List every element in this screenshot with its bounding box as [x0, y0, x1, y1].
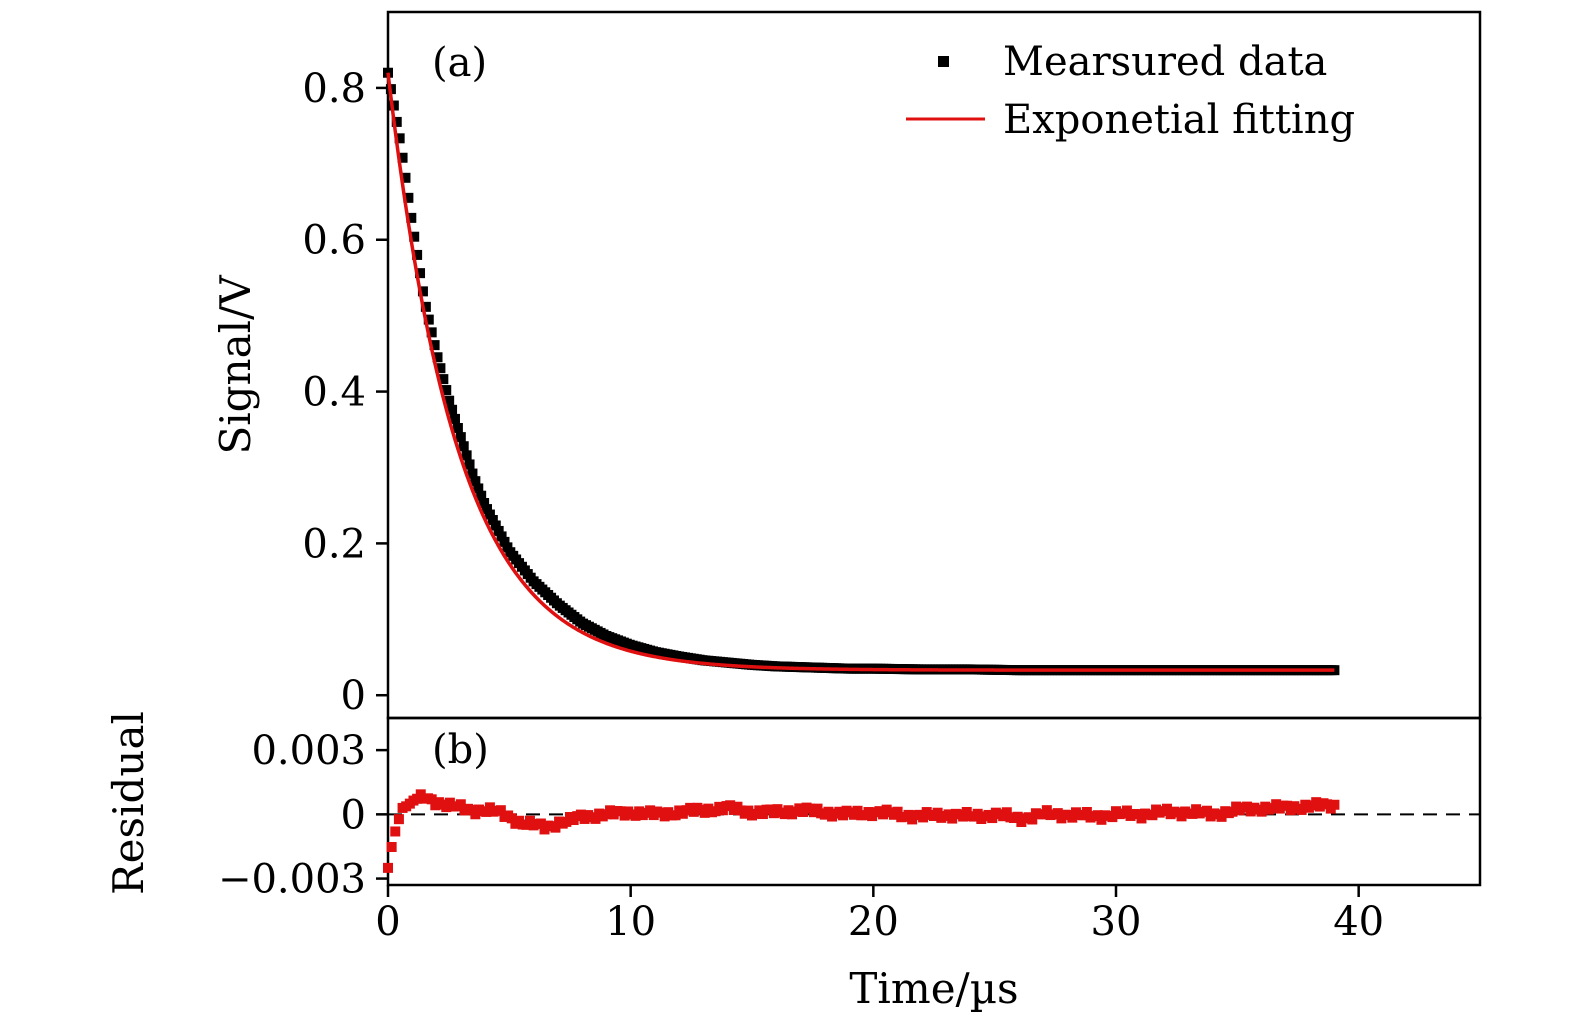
measured-data-point	[476, 490, 487, 501]
measured-data-point	[470, 476, 481, 487]
panel-b-frame	[386, 716, 1482, 887]
measured-data-point	[473, 483, 484, 494]
residual-point	[1027, 814, 1038, 825]
residual-point	[892, 806, 903, 817]
panel-a-axes: 0 0.2 0.4 0.6 0.8	[302, 66, 388, 719]
y-tick-label-a: 0.4	[302, 370, 366, 416]
residual-point	[1202, 805, 1212, 816]
legend-label-measured: Mearsured data	[1003, 39, 1327, 85]
measured-data-point	[417, 286, 428, 297]
measured-data-point	[415, 268, 426, 279]
residual-point	[1121, 805, 1132, 816]
measured-data-point	[444, 395, 455, 406]
residual-point	[987, 813, 998, 824]
residual-point	[535, 818, 546, 829]
residual-point	[506, 813, 517, 824]
legend: Mearsured data Exponetial fitting	[906, 39, 1355, 143]
y-tick-label-a: 0.6	[302, 218, 366, 264]
measured-data-point	[388, 100, 399, 111]
measured-data-point	[493, 525, 504, 536]
x-tick-label: 0	[375, 899, 400, 945]
panel-label-b: (b)	[432, 727, 489, 773]
measured-data-point	[426, 327, 437, 338]
x-tick-label: 40	[1333, 899, 1384, 945]
residual-point	[550, 822, 561, 833]
residual-point	[1216, 811, 1227, 822]
measured-data-point	[409, 231, 420, 242]
measured-data-point	[420, 301, 431, 312]
measured-data-point	[397, 152, 408, 163]
residual-point	[972, 808, 983, 819]
exponential-fit-line	[386, 72, 1335, 672]
residual-point	[1147, 810, 1158, 821]
y-tick-label-b: 0.003	[251, 728, 366, 774]
measured-data-point	[406, 212, 417, 223]
residual-point	[1012, 811, 1023, 822]
residual-point	[455, 799, 466, 810]
measured-data-point	[423, 314, 434, 325]
measured-data-point	[458, 441, 469, 452]
y-tick-label-a: 0.2	[302, 521, 366, 567]
y-tick-label-a: 0.8	[302, 66, 366, 112]
y-tick-label-a: 0	[341, 673, 366, 719]
residual-point	[1107, 812, 1118, 823]
measured-data-point	[452, 423, 463, 434]
measured-data-point	[490, 520, 501, 531]
residual-point	[426, 794, 437, 805]
y-tick-label-b: −0.003	[218, 857, 366, 903]
residual-point	[1081, 806, 1092, 817]
y-axis-title-b: Residual	[104, 711, 153, 895]
x-tick-label: 30	[1091, 899, 1142, 945]
measured-data-point	[499, 536, 510, 547]
measured-data-point	[484, 509, 495, 520]
y-tick-label-b: 0	[341, 792, 366, 838]
residual-point	[590, 813, 601, 824]
measured-data-point	[461, 450, 472, 461]
measured-data-point	[412, 249, 423, 260]
measured-data-point	[435, 363, 446, 374]
residual-point	[918, 812, 929, 823]
residual-point	[390, 826, 401, 837]
measured-data-point	[482, 504, 493, 515]
measured-data-point	[403, 192, 414, 203]
residual-point	[386, 841, 397, 852]
measured-data-point	[467, 468, 478, 479]
residual-point	[932, 807, 943, 818]
legend-marker-measured	[938, 56, 949, 67]
measured-data-point	[429, 340, 440, 351]
measured-data-point	[447, 404, 458, 415]
residual-point	[1296, 804, 1307, 815]
y-axis-title-a: Signal/V	[211, 275, 260, 455]
x-tick-label: 10	[605, 899, 656, 945]
measured-data-point	[449, 413, 460, 424]
measured-data-point	[487, 515, 498, 526]
residual-point	[1067, 812, 1078, 823]
measured-data-point	[479, 498, 490, 509]
residual-point	[1227, 806, 1238, 817]
legend-label-fit: Exponetial fitting	[1003, 97, 1355, 143]
x-tick-label: 20	[848, 899, 899, 945]
measured-data-point	[464, 459, 475, 470]
x-axis-title: Time/µs	[849, 964, 1018, 1013]
measured-data-point	[496, 531, 507, 542]
residual-point	[1161, 803, 1172, 814]
residual-point	[1329, 799, 1340, 810]
measured-data-point	[394, 133, 405, 144]
measured-data-point	[438, 374, 449, 385]
residual-point	[495, 805, 506, 816]
panel-label-a: (a)	[432, 40, 487, 86]
measured-data-point	[391, 116, 402, 127]
measured-data-point	[400, 172, 411, 183]
measured-data-point	[455, 432, 466, 443]
measured-data-point	[441, 385, 452, 396]
measured-data-point	[432, 352, 443, 363]
residual-point	[393, 814, 404, 825]
residual-point	[383, 862, 393, 873]
residual-point	[1001, 807, 1012, 818]
residual-series	[383, 789, 1340, 873]
residual-point	[1052, 808, 1063, 819]
